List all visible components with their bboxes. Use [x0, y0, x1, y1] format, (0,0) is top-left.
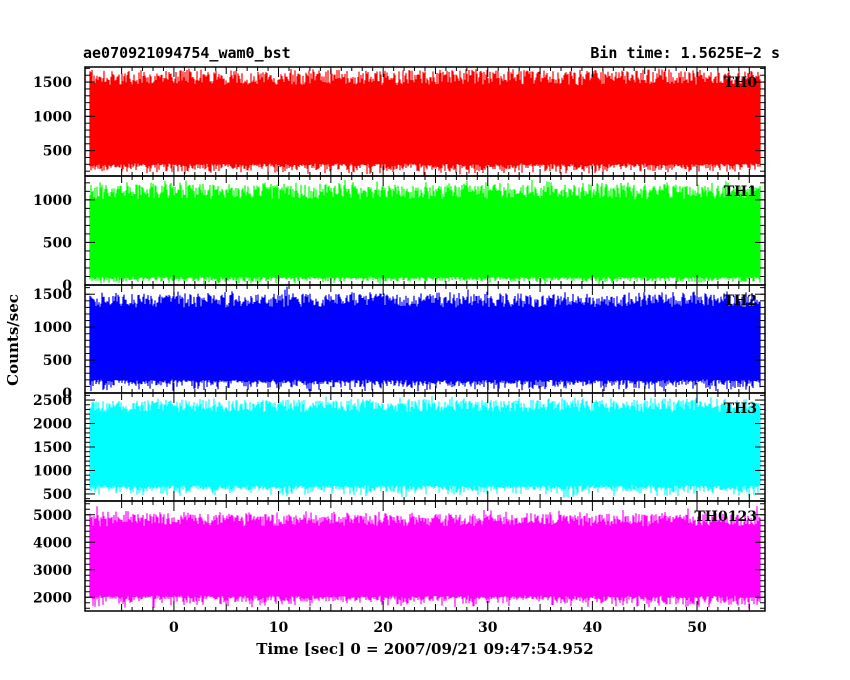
y-tick-label: 1000 — [33, 193, 72, 209]
x-tick-label: 0 — [169, 620, 179, 636]
series-th2-band — [90, 312, 760, 377]
y-tick-label: 1500 — [33, 440, 72, 456]
series-th0123-band — [90, 531, 760, 592]
panel-label-th2: TH2 — [724, 293, 757, 309]
x-tick-label: 40 — [583, 620, 603, 636]
bin-time-label: Bin time: 1.5625E−2 s — [590, 44, 780, 62]
x-tick-label: 50 — [687, 620, 707, 636]
y-tick-label: 0 — [62, 278, 72, 294]
panel-th2: 0 500 1000 1500 TH2 — [33, 284, 766, 402]
panel-th0: 500 1000 1500 TH0 — [33, 66, 766, 177]
panel-th1: 0 500 1000 TH1 — [33, 175, 766, 294]
y-tick-label: 0 — [62, 386, 72, 402]
panel-label-th3: TH3 — [724, 401, 757, 417]
y-tick-label: 2500 — [33, 393, 72, 409]
chart-panels: 500 1000 1500 TH0 0 500 1000 TH1 0 500 1000 1500 TH2… — [33, 66, 766, 612]
x-tick-label: 20 — [373, 620, 393, 636]
y-tick-label: 2000 — [33, 590, 72, 606]
y-tick-label: 500 — [43, 353, 72, 369]
series-th1-band — [90, 205, 760, 274]
chart-title: ae070921094754_wam0_bst — [83, 44, 291, 62]
y-tick-label: 3000 — [33, 563, 72, 579]
y-tick-label: 500 — [43, 487, 72, 503]
x-axis-title: Time [sec] 0 = 2007/09/21 09:47:54.952 — [256, 640, 593, 658]
y-axis-title: Counts/sec — [4, 294, 22, 386]
y-tick-label: 1000 — [33, 109, 72, 125]
series-th3-band — [90, 417, 760, 482]
y-tick-label: 1000 — [33, 463, 72, 479]
x-tick-labels: 0 10 20 30 40 50 — [169, 620, 707, 636]
y-tick-label: 500 — [43, 235, 72, 251]
y-tick-label: 5000 — [33, 508, 72, 524]
x-tick-label: 30 — [478, 620, 498, 636]
panel-th0123: 2000 3000 4000 5000 TH0123 — [33, 500, 766, 612]
y-tick-label: 2000 — [33, 417, 72, 433]
panel-label-th0123: TH0123 — [694, 509, 757, 525]
series-th0-band — [90, 91, 760, 160]
panel-th3: 500 1000 1500 2000 2500 TH3 — [33, 392, 766, 503]
y-tick-label: 4000 — [33, 535, 72, 551]
y-tick-label: 1000 — [33, 320, 72, 336]
panel-label-th1: TH1 — [724, 184, 757, 200]
y-tick-label: 500 — [43, 144, 72, 160]
panel-label-th0: TH0 — [724, 75, 758, 91]
y-tick-label: 1500 — [33, 287, 72, 303]
y-tick-label: 1500 — [33, 75, 72, 91]
x-tick-label: 10 — [269, 620, 289, 636]
